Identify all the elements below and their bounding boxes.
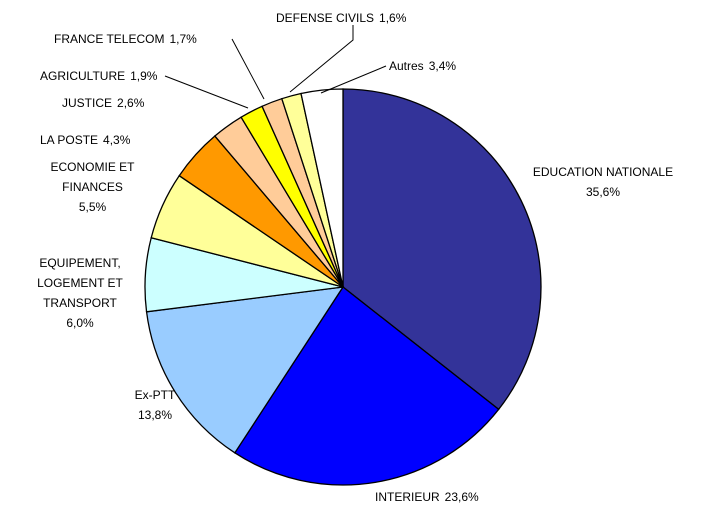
slice-label: JUSTICE 2,6%	[62, 93, 144, 113]
category-label: LA POSTE	[40, 133, 99, 147]
slice-label: Ex-PTT 13,8%	[120, 385, 190, 425]
slice-label: EQUIPEMENT, LOGEMENT ET TRANSPORT 6,0%	[20, 253, 140, 333]
category-label: JUSTICE	[62, 96, 113, 110]
pie-slice	[342, 88, 542, 411]
slice-label: INTERIEUR 23,6%	[375, 487, 479, 507]
slice-label: EDUCATION NATIONALE 35,6%	[513, 162, 693, 202]
value-label: 3,4%	[428, 59, 457, 73]
leader-line	[289, 25, 354, 93]
category-label: Ex-PTT	[134, 388, 176, 402]
leader-line	[320, 65, 387, 94]
slice-label: LA POSTE 4,3%	[40, 130, 130, 150]
category-label: INTERIEUR	[375, 490, 440, 504]
pie-slice	[145, 286, 345, 454]
slice-label: ECONOMIE ET FINANCES 5,5%	[35, 157, 150, 217]
value-label: 13,8%	[137, 408, 173, 422]
slice-label: DEFENSE CIVILS 1,6%	[276, 8, 406, 28]
category-label: EQUIPEMENT, LOGEMENT ET TRANSPORT	[37, 256, 123, 310]
slice-label: AGRICULTURE 1,9%	[40, 66, 157, 86]
value-label: 1,9%	[130, 69, 158, 83]
value-label: 4,3%	[103, 133, 131, 147]
category-label: ECONOMIE ET FINANCES	[50, 160, 135, 194]
pie-slice	[233, 286, 500, 486]
value-label: 23,6%	[444, 490, 479, 504]
category-label: DEFENSE CIVILS	[276, 11, 375, 25]
value-label: 2,6%	[117, 96, 145, 110]
pie-slice	[300, 88, 344, 288]
category-label: FRANCE TELECOM	[54, 32, 165, 46]
slice-label: Autres 3,4%	[389, 56, 456, 76]
value-label: 6,0%	[66, 316, 94, 330]
value-label: 1,7%	[169, 32, 197, 46]
category-label: Autres	[389, 59, 424, 73]
category-label: AGRICULTURE	[40, 69, 126, 83]
value-label: 35,6%	[585, 185, 621, 199]
leader-line	[164, 75, 249, 109]
slice-label: FRANCE TELECOM 1,7%	[54, 29, 197, 49]
value-label: 5,5%	[78, 200, 107, 214]
category-label: EDUCATION NATIONALE	[532, 165, 674, 179]
leader-line	[231, 38, 265, 100]
value-label: 1,6%	[379, 11, 407, 25]
